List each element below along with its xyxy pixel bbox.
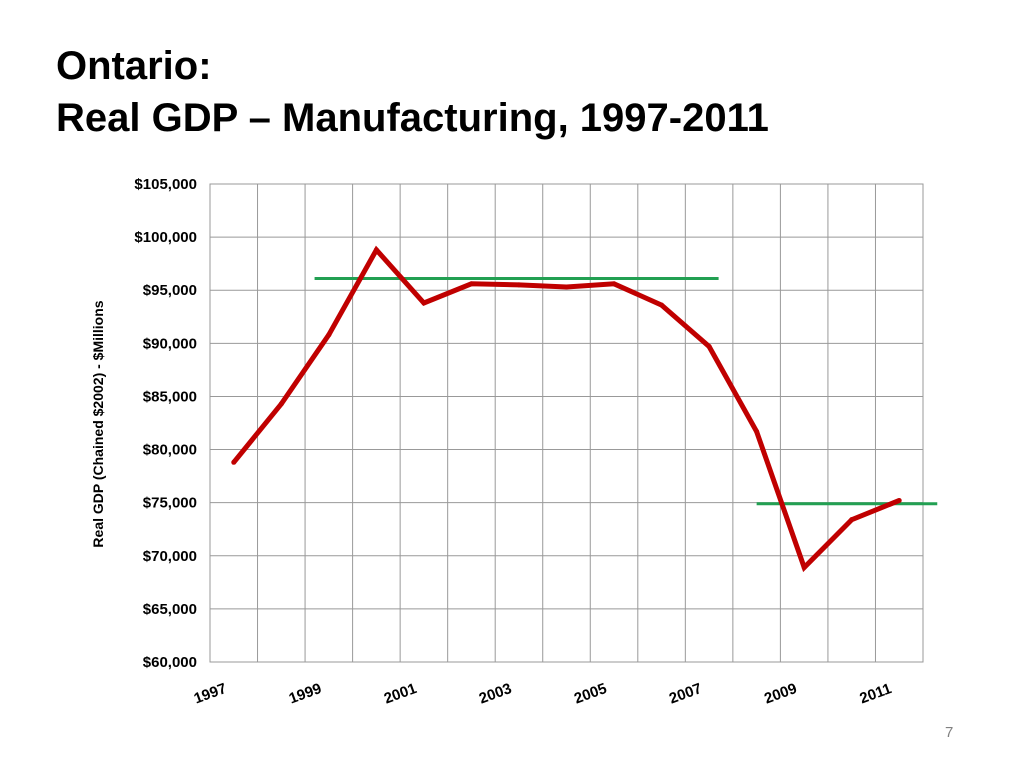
y-tick-label: $90,000 — [143, 335, 197, 352]
data-point-2006 — [659, 302, 665, 308]
series-layer — [231, 245, 902, 573]
data-point-1998 — [278, 401, 284, 407]
slide-title: Ontario: Real GDP – Manufacturing, 1997-… — [56, 40, 769, 144]
y-tick-label: $100,000 — [134, 229, 197, 246]
data-point-2011 — [896, 498, 902, 504]
data-point-2001 — [421, 300, 427, 306]
data-point-2005 — [611, 281, 617, 287]
data-point-1999 — [326, 332, 332, 338]
slide-title-line-1: Ontario: — [56, 44, 212, 88]
x-tick-label-2003: 2003 — [477, 680, 514, 707]
data-point-2009 — [801, 564, 807, 570]
data-point-2008 — [754, 428, 760, 434]
y-tick-label: $65,000 — [143, 601, 197, 618]
series-line-0 — [231, 245, 901, 573]
y-tick-label: $105,000 — [134, 176, 197, 193]
data-point-2002 — [468, 281, 474, 287]
y-axis-tick-labels: $60,000 $65,000 $70,000 $75,000 $80,000 $85,0… — [134, 176, 197, 671]
y-tick-label: $70,000 — [143, 548, 197, 565]
x-tick-label-1999: 1999 — [287, 680, 324, 707]
x-tick-label-2009: 2009 — [762, 680, 799, 707]
data-point-2003 — [516, 282, 522, 288]
y-tick-label: $60,000 — [143, 654, 197, 671]
x-tick-label-2007: 2007 — [667, 680, 704, 707]
y-tick-label: $80,000 — [143, 442, 197, 459]
data-point-2007 — [706, 344, 712, 350]
slide-title-line-2: Real GDP – Manufacturing, 1997-2011 — [56, 96, 769, 140]
y-tick-label: $75,000 — [143, 495, 197, 512]
data-point-2000 — [373, 247, 379, 253]
x-tick-label-2005: 2005 — [572, 680, 609, 707]
x-axis-tick-labels: 1997 1999 2001 2003 2005 2007 2009 2011 — [192, 680, 894, 707]
x-tick-label-2001: 2001 — [382, 680, 419, 707]
data-point-1997 — [231, 459, 237, 465]
plot-area-frame — [209, 183, 924, 663]
chart-grid — [209, 183, 924, 663]
data-point-2010 — [849, 517, 855, 523]
page-number: 7 — [945, 724, 954, 741]
data-point-2004 — [564, 284, 569, 290]
y-tick-label: $85,000 — [143, 388, 197, 405]
y-tick-label: $95,000 — [143, 282, 197, 299]
y-axis-label: Real GDP (Chained $2002) - $Millions — [90, 300, 106, 547]
x-tick-label-1997: 1997 — [192, 680, 229, 707]
reference-lines — [314, 277, 938, 506]
x-tick-label-2011: 2011 — [857, 680, 893, 707]
